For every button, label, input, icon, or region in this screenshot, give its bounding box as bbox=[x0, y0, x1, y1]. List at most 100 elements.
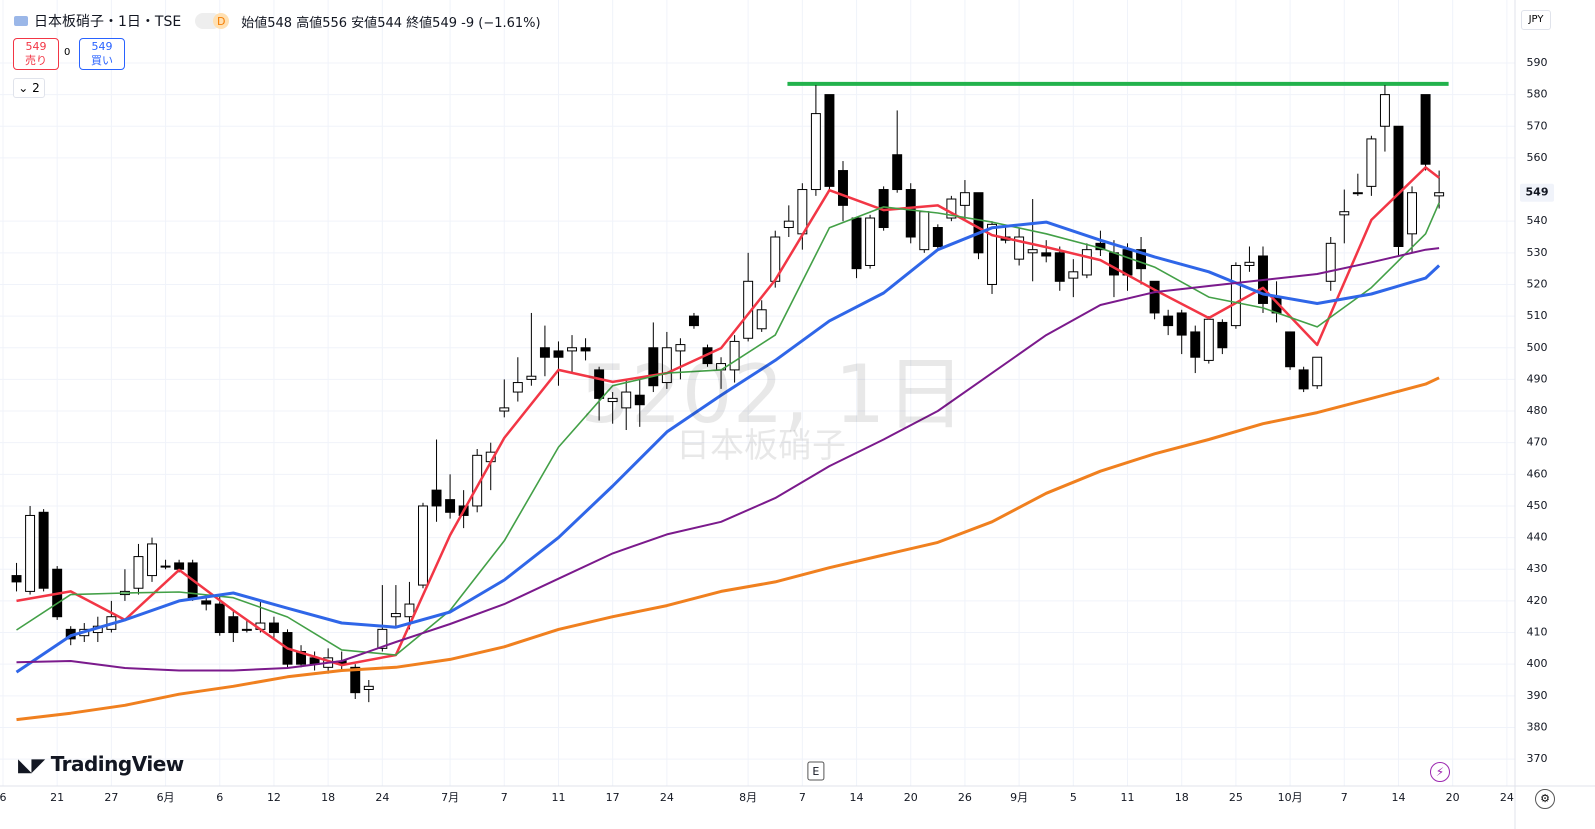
sell-button[interactable]: 549 売り bbox=[13, 38, 59, 70]
candle-body bbox=[1190, 331, 1201, 358]
candle-body bbox=[1136, 249, 1147, 270]
y-tick-label: 480 bbox=[1527, 404, 1548, 417]
x-tick-label: 6 bbox=[216, 791, 223, 804]
alert-icon[interactable]: ⚡ bbox=[1430, 762, 1450, 782]
candle-body bbox=[431, 489, 442, 507]
candle-body bbox=[268, 622, 279, 634]
candle-body bbox=[1014, 236, 1025, 260]
y-tick-label: 570 bbox=[1527, 119, 1548, 132]
watermark-name: 日本板硝子 bbox=[676, 426, 846, 466]
candle-body bbox=[580, 347, 591, 352]
candle-body bbox=[1366, 138, 1377, 187]
indicators-toggle[interactable]: ⌄ 2 bbox=[13, 78, 45, 98]
y-tick-label: 420 bbox=[1527, 594, 1548, 607]
candle-body bbox=[1434, 192, 1445, 197]
y-tick-label: 540 bbox=[1527, 214, 1548, 227]
candle-body bbox=[987, 223, 997, 285]
settings-icon[interactable]: ⚙ bbox=[1535, 789, 1555, 809]
toggle[interactable]: D bbox=[195, 13, 230, 29]
candle-body bbox=[553, 350, 564, 358]
candle-body bbox=[973, 192, 984, 254]
change: -9 bbox=[461, 15, 475, 31]
candle-body bbox=[1407, 192, 1418, 235]
candle-body bbox=[756, 309, 767, 330]
candle-body bbox=[1149, 280, 1160, 314]
symbol-icon bbox=[14, 16, 28, 26]
symbol[interactable]: 日本板硝子・1日・TSE bbox=[34, 14, 182, 30]
x-tick-label: 7 bbox=[501, 791, 508, 804]
candle-body bbox=[661, 347, 672, 384]
candle-body bbox=[1379, 94, 1390, 127]
buy-price: 549 bbox=[91, 40, 113, 53]
y-tick-label: 430 bbox=[1527, 562, 1548, 575]
candle-body bbox=[1420, 94, 1431, 165]
candle-body bbox=[1081, 249, 1092, 276]
y-tick-label: 440 bbox=[1527, 531, 1548, 544]
moving-average bbox=[16, 202, 1440, 656]
candle-body bbox=[38, 511, 49, 589]
x-tick-label: 7 bbox=[799, 791, 806, 804]
candle-body bbox=[377, 628, 388, 649]
candle-body bbox=[838, 170, 848, 206]
candle-body bbox=[1041, 252, 1052, 257]
candle-body bbox=[214, 603, 225, 634]
candle-body bbox=[133, 556, 144, 589]
y-tick-label: 590 bbox=[1527, 56, 1548, 69]
x-tick-label: 24 bbox=[660, 791, 674, 804]
buy-button[interactable]: 549 買い bbox=[79, 38, 125, 70]
candle-body bbox=[445, 499, 456, 513]
candle-body bbox=[1122, 249, 1133, 276]
event-marker bbox=[807, 761, 825, 781]
buy-label: 買い bbox=[91, 54, 113, 67]
candle-body bbox=[824, 94, 835, 187]
y-tick-label: 400 bbox=[1527, 657, 1548, 670]
ohlc-value: 548 bbox=[267, 15, 293, 31]
candle-body bbox=[783, 220, 794, 229]
currency[interactable]: JPY bbox=[1521, 10, 1551, 30]
y-tick-label: 500 bbox=[1527, 341, 1548, 354]
candle-body bbox=[810, 113, 821, 191]
x-tick-label: 20 bbox=[1446, 791, 1460, 804]
x-tick-label: 25 bbox=[1229, 791, 1243, 804]
x-tick-label: 8月 bbox=[739, 791, 757, 804]
candle-body bbox=[1163, 315, 1174, 327]
sell-price: 549 bbox=[25, 40, 47, 53]
candle-body bbox=[418, 505, 428, 586]
x-tick-label: 18 bbox=[1175, 791, 1189, 804]
candle-body bbox=[363, 685, 374, 690]
last-price-box bbox=[1520, 183, 1554, 202]
x-tick-label: 24 bbox=[375, 791, 389, 804]
sell-label: 売り bbox=[25, 54, 47, 67]
candle-body bbox=[959, 192, 970, 206]
x-tick-label: 5 bbox=[1070, 791, 1077, 804]
x-tick-label: 6 bbox=[0, 791, 6, 804]
y-tick-label: 470 bbox=[1527, 436, 1548, 449]
ohlc-label: 安値 bbox=[351, 15, 378, 31]
y-tick-label: 580 bbox=[1527, 88, 1548, 101]
candle-body bbox=[1108, 252, 1119, 276]
candle-body bbox=[1312, 356, 1323, 387]
event-label: E bbox=[812, 765, 819, 778]
candle-body bbox=[499, 407, 510, 412]
candle-body bbox=[201, 600, 212, 605]
y-tick-label: 460 bbox=[1527, 467, 1548, 480]
y-tick-label: 410 bbox=[1527, 626, 1548, 639]
candle-body bbox=[688, 315, 699, 327]
x-tick-label: 7 bbox=[1341, 791, 1348, 804]
ohlc-label: 始値 bbox=[241, 15, 268, 31]
y-tick-label: 490 bbox=[1527, 372, 1548, 385]
candle-body bbox=[865, 217, 876, 266]
candle-body bbox=[851, 217, 862, 270]
change-pct: (−1.61%) bbox=[478, 15, 541, 31]
x-tick-label: 18 bbox=[321, 791, 335, 804]
candle-body bbox=[350, 666, 361, 694]
candle-body bbox=[1203, 318, 1214, 361]
x-tick-label: 9月 bbox=[1010, 791, 1028, 804]
spread: 0 bbox=[64, 47, 71, 58]
y-tick-label: 450 bbox=[1527, 499, 1548, 512]
ohlc-label: 終値 bbox=[406, 15, 433, 31]
watermark: 5202, 1日 bbox=[580, 348, 966, 441]
brand[interactable]: ◣◤ TradingView bbox=[18, 752, 184, 776]
